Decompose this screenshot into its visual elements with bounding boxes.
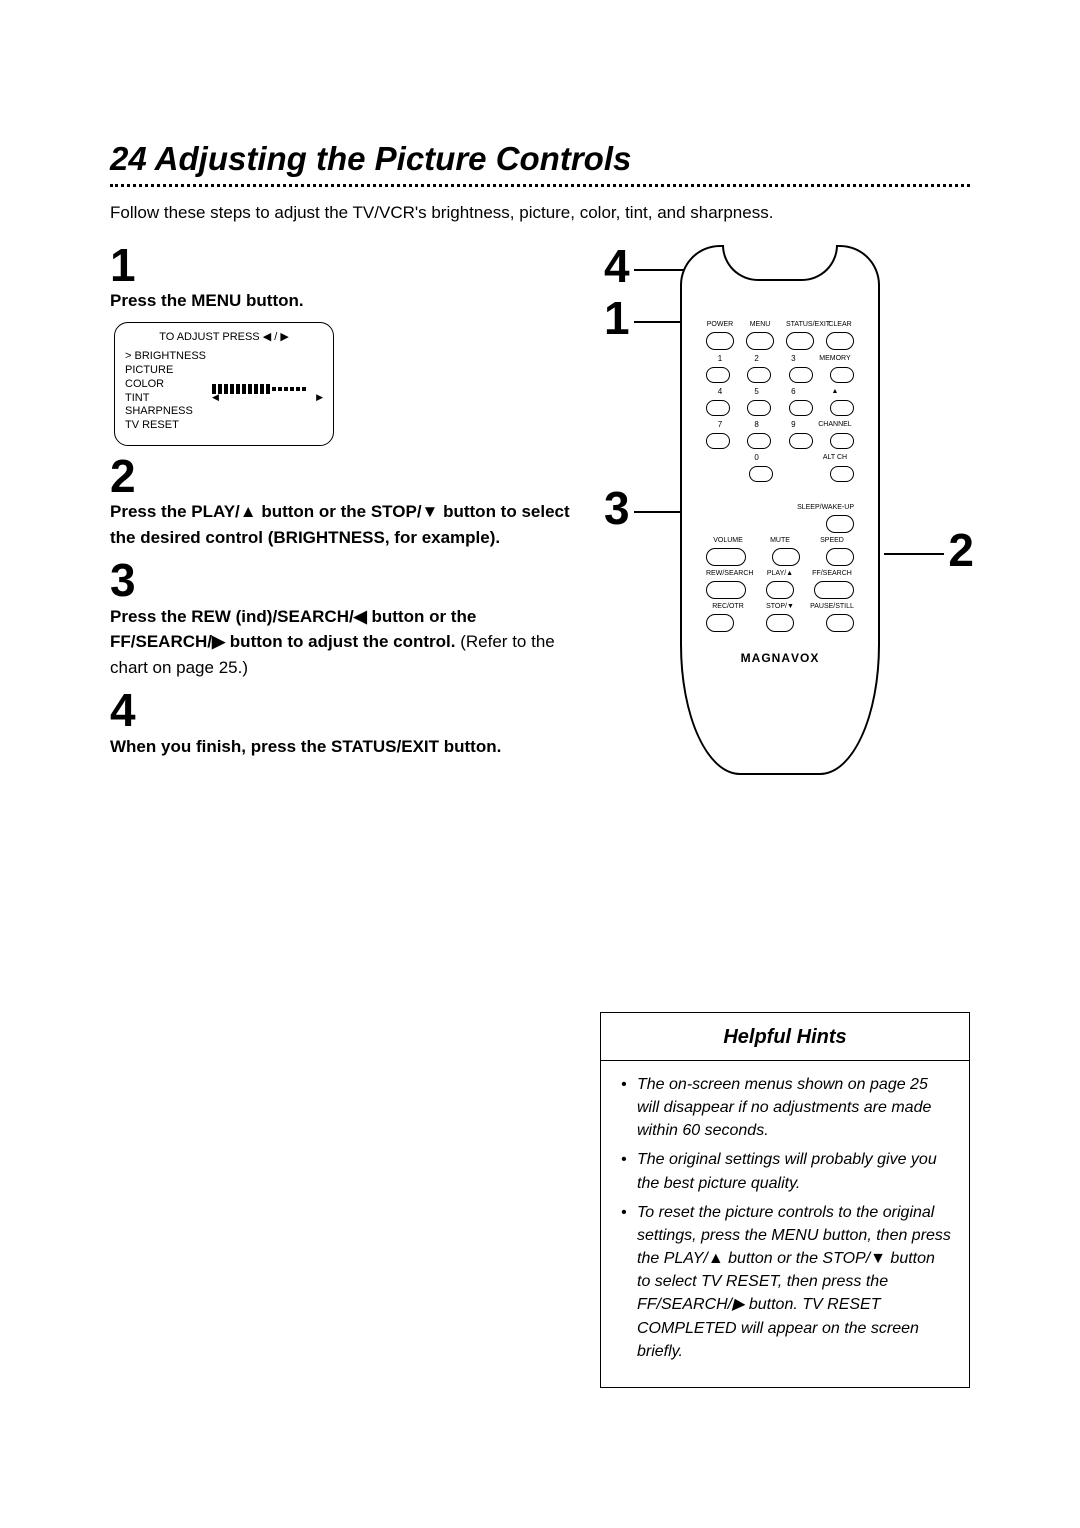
volume-button[interactable] <box>706 548 746 566</box>
rew-search-button[interactable] <box>706 581 746 599</box>
remote-key-label: 7 <box>706 420 734 429</box>
remote-key-label: 8 <box>743 420 771 429</box>
num-1-button[interactable] <box>706 367 730 383</box>
osd-item: PICTURE <box>125 364 206 378</box>
remote-body: POWER MENU STATUS/EXIT CLEAR 1 2 <box>680 245 880 775</box>
step-2-text: Press the PLAY/▲ button or the STOP/▼ bu… <box>110 502 570 547</box>
step-4: 4 When you finish, press the STATUS/EXIT… <box>110 690 570 759</box>
remote-label: MENU <box>746 321 774 328</box>
step-4-number: 4 <box>110 690 570 731</box>
remote-brand: MAGNAVOX <box>682 651 878 665</box>
altch-button[interactable] <box>830 466 854 482</box>
osd-menu: TO ADJUST PRESS ◀ / ▶ > BRIGHTNESS PICTU… <box>114 322 334 446</box>
channel-down-button[interactable] <box>830 433 854 449</box>
remote-key-label: 2 <box>743 354 771 363</box>
remote-label: MEMORY <box>816 355 854 362</box>
left-arrow-icon: ◀ <box>212 392 219 403</box>
remote-label: ▲ <box>816 388 854 395</box>
remote-key-label: 1 <box>706 354 734 363</box>
play-button[interactable] <box>766 581 794 599</box>
page-number: 24 <box>110 140 147 177</box>
osd-slider: ◀ ▶ <box>212 382 323 402</box>
callout-1-num: 1 <box>604 292 630 344</box>
page-title: 24 Adjusting the Picture Controls <box>110 140 970 178</box>
status-exit-button[interactable] <box>786 332 814 350</box>
menu-button[interactable] <box>746 332 774 350</box>
remote-illustration: 4 1 3 2 POWER MENU STATUS/EXIT CLEAR <box>600 235 970 795</box>
power-button[interactable] <box>706 332 734 350</box>
step-3-text-bold: Press the REW (ind)/SEARCH/◀ button or t… <box>110 607 476 652</box>
sleep-button[interactable] <box>826 515 854 533</box>
step-3: 3 Press the REW (ind)/SEARCH/◀ button or… <box>110 560 570 680</box>
remote-key-label: 3 <box>779 354 807 363</box>
callout-2-num: 2 <box>948 524 974 576</box>
step-2-number: 2 <box>110 456 570 497</box>
num-8-button[interactable] <box>747 433 771 449</box>
osd-item: TINT <box>125 392 206 406</box>
remote-key-label: 5 <box>743 387 771 396</box>
channel-up-button[interactable] <box>830 400 854 416</box>
remote-label: STATUS/EXIT <box>786 321 814 328</box>
helpful-hints-box: Helpful Hints The on-screen menus shown … <box>600 1012 970 1388</box>
num-9-button[interactable] <box>789 433 813 449</box>
remote-label: PLAY/▲ <box>758 570 802 577</box>
osd-item: TV RESET <box>125 419 206 433</box>
dotted-divider <box>110 184 970 187</box>
hint-item: To reset the picture controls to the ori… <box>619 1201 951 1363</box>
remote-label: CHANNEL <box>816 421 854 428</box>
remote-label: ALT CH <box>816 454 854 461</box>
ff-search-button[interactable] <box>814 581 854 599</box>
remote-label: PAUSE/STILL <box>810 603 854 610</box>
remote-key-label: 4 <box>706 387 734 396</box>
osd-item: > BRIGHTNESS <box>125 350 206 364</box>
num-3-button[interactable] <box>789 367 813 383</box>
stop-button[interactable] <box>766 614 794 632</box>
remote-label: FF/SEARCH <box>810 570 854 577</box>
step-2: 2 Press the PLAY/▲ button or the STOP/▼ … <box>110 456 570 550</box>
mute-button[interactable] <box>772 548 800 566</box>
hint-item: The original settings will probably give… <box>619 1148 951 1194</box>
remote-key-label: 6 <box>779 387 807 396</box>
memory-button[interactable] <box>830 367 854 383</box>
remote-label: STOP/▼ <box>758 603 802 610</box>
page-title-text: Adjusting the Picture Controls <box>155 140 632 177</box>
remote-label: MUTE <box>758 537 802 544</box>
num-4-button[interactable] <box>706 400 730 416</box>
num-7-button[interactable] <box>706 433 730 449</box>
remote-label: POWER <box>706 321 734 328</box>
remote-label: VOLUME <box>706 537 750 544</box>
num-6-button[interactable] <box>789 400 813 416</box>
remote-key-label: 9 <box>779 420 807 429</box>
step-4-text: When you finish, press the STATUS/EXIT b… <box>110 737 501 756</box>
num-0-button[interactable] <box>749 466 773 482</box>
intro-text: Follow these steps to adjust the TV/VCR'… <box>110 201 970 225</box>
remote-label: SPEED <box>810 537 854 544</box>
remote-key-label: 0 <box>743 453 771 462</box>
right-arrow-icon: ▶ <box>316 392 323 403</box>
hints-title: Helpful Hints <box>601 1013 969 1061</box>
step-3-number: 3 <box>110 560 570 601</box>
remote-label: REC/OTR <box>706 603 750 610</box>
callout-2: 2 <box>884 523 974 577</box>
step-1: 1 Press the MENU button. <box>110 245 570 314</box>
osd-item-list: > BRIGHTNESS PICTURE COLOR TINT SHARPNES… <box>125 350 206 433</box>
speed-button[interactable] <box>826 548 854 566</box>
remote-label: REW/SEARCH <box>706 570 750 577</box>
hint-item: The on-screen menus shown on page 25 wil… <box>619 1073 951 1143</box>
step-1-text: Press the MENU button. <box>110 291 304 310</box>
callout-3-num: 3 <box>604 482 630 534</box>
pause-button[interactable] <box>826 614 854 632</box>
num-2-button[interactable] <box>747 367 771 383</box>
clear-button[interactable] <box>826 332 854 350</box>
osd-item: COLOR <box>125 378 206 392</box>
remote-label: CLEAR <box>826 321 854 328</box>
rec-button[interactable] <box>706 614 734 632</box>
step-1-number: 1 <box>110 245 570 286</box>
num-5-button[interactable] <box>747 400 771 416</box>
osd-item: SHARPNESS <box>125 405 206 419</box>
osd-header: TO ADJUST PRESS ◀ / ▶ <box>125 331 323 345</box>
callout-4-num: 4 <box>604 240 630 292</box>
remote-label: SLEEP/WAKE-UP <box>706 504 854 511</box>
